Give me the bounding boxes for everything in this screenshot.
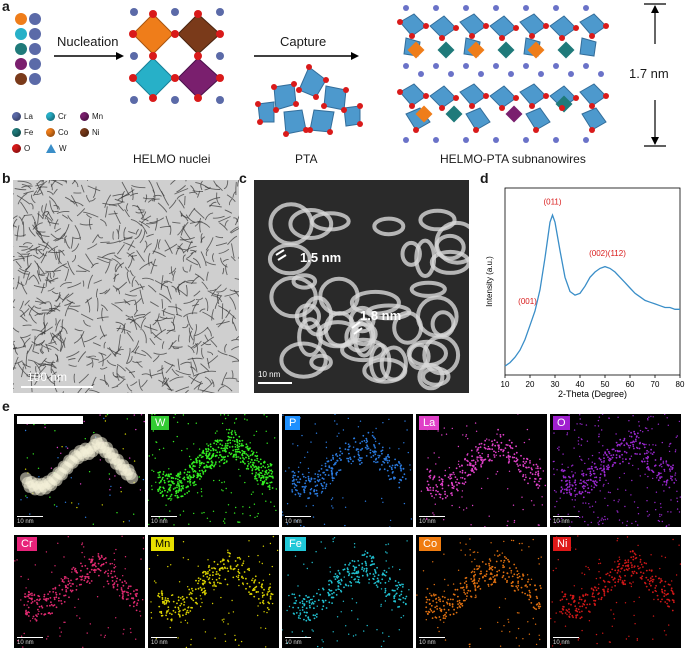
tem-scale-label: 100 nm <box>27 370 68 384</box>
thickness-arrows <box>644 3 666 147</box>
eds-map-o: O 10 nm <box>550 414 681 527</box>
legend-fe: Fe <box>24 128 34 137</box>
pta-structure <box>255 64 363 137</box>
eds-scale-label: 10 nm <box>17 640 34 646</box>
eds-scale-label: 10 nm <box>553 519 570 525</box>
panel-letter-a: a <box>2 0 10 14</box>
eds-map-p: P 10 nm <box>282 414 413 527</box>
subnanowire-label: HELMO-PTA subnanowires <box>440 152 586 166</box>
o-ball-icon <box>12 144 21 153</box>
legend-ni: Ni <box>92 128 100 137</box>
peak-annotation: (002)(112) <box>589 249 626 258</box>
width-label-2: 1.8 nm <box>360 308 402 323</box>
capture-arrow <box>254 52 359 60</box>
eds-scalebar <box>419 516 445 517</box>
eds-tag-co: Co <box>419 537 442 551</box>
eds-tag-p: P <box>285 416 301 430</box>
eds-scalebar <box>17 516 43 517</box>
eds-scalebar <box>151 637 177 638</box>
nucleation-arrow <box>54 52 124 60</box>
eds-scalebar <box>285 637 311 638</box>
eds-map-cr: Cr 10 nm <box>14 535 145 648</box>
eds-scalebar <box>419 637 445 638</box>
legend-cr: Cr <box>58 112 67 121</box>
x-tick-label: 30 <box>551 380 560 389</box>
eds-scale-label: 10 nm <box>151 640 168 646</box>
mn-ball-icon <box>80 112 89 121</box>
legend-w: W <box>59 144 67 153</box>
fe-ball-icon <box>12 128 21 137</box>
helmo-nuclei-structure <box>129 8 224 104</box>
peak-annotation: (001) <box>518 297 537 306</box>
panel-letter-d: d <box>480 170 489 186</box>
eds-scalebar <box>17 637 43 638</box>
x-tick-label: 60 <box>626 380 635 389</box>
pta-label: PTA <box>295 152 318 166</box>
eds-scale-label: 10 nm <box>17 519 34 525</box>
eds-scale-label: 10 nm <box>285 640 302 646</box>
eds-map-composite: 10 nm <box>14 414 145 527</box>
subnanowire-structure <box>396 5 612 143</box>
eds-scalebar <box>553 516 579 517</box>
eds-tag-mn: Mn <box>151 537 175 551</box>
eds-scale-label: 10 nm <box>419 640 436 646</box>
eds-map-fe: Fe 10 nm <box>282 535 413 648</box>
eds-scale-label: 10 nm <box>553 640 570 646</box>
eds-scale-label: 10 nm <box>285 519 302 525</box>
eds-scalebar <box>151 516 177 517</box>
precursor-ions-cluster <box>15 13 41 85</box>
legend-la: La <box>24 112 33 121</box>
eds-map-mn: Mn 10 nm <box>148 535 279 648</box>
haadf-scale-label: 10 nm <box>258 370 281 379</box>
haadf-image: 1.5 nm 1.8 nm 10 nm <box>254 180 469 393</box>
eds-map-co: Co 10 nm <box>416 535 547 648</box>
xrd-chart: 10 20 30 40 50 60 70 80 2-Theta (Degree) Intensit… <box>485 187 685 399</box>
ni-ball-icon <box>80 128 89 137</box>
plot-frame <box>504 187 681 376</box>
eds-scale-label: 10 nm <box>151 519 168 525</box>
eds-composite-legend <box>17 416 83 424</box>
x-tick-label: 70 <box>651 380 660 389</box>
eds-tag-o: O <box>553 416 570 430</box>
thickness-label: 1.7 nm <box>629 66 669 81</box>
legend-co: Co <box>58 128 69 137</box>
eds-tag-ni: Ni <box>553 537 572 551</box>
xrd-series-line <box>504 213 680 367</box>
nucleation-label: Nucleation <box>57 34 119 49</box>
y-axis-label: Intensity (a.u.) <box>485 256 494 307</box>
capture-label: Capture <box>280 34 327 49</box>
x-axis-label: 2-Theta (Degree) <box>558 389 627 399</box>
eds-map-la: La 10 nm <box>416 414 547 527</box>
x-tick-label: 50 <box>601 380 610 389</box>
width-label-1: 1.5 nm <box>300 250 342 265</box>
legend-o: O <box>24 144 31 153</box>
panel-letter-e: e <box>2 398 10 414</box>
tem-scalebar <box>21 386 93 388</box>
element-legend: La Cr Mn Fe Co Ni O W <box>12 112 122 164</box>
x-tick-label: 40 <box>576 380 585 389</box>
panel-letter-b: b <box>2 170 11 186</box>
legend-mn: Mn <box>92 112 104 121</box>
eds-tag-la: La <box>419 416 440 430</box>
helmo-nuclei-label: HELMO nuclei <box>133 152 211 166</box>
eds-tag-cr: Cr <box>17 537 37 551</box>
x-tick-label: 10 <box>501 380 510 389</box>
x-tick-label: 20 <box>526 380 535 389</box>
x-tick-label: 80 <box>676 380 685 389</box>
haadf-scalebar <box>258 382 292 384</box>
eds-map-w: W 10 nm <box>148 414 279 527</box>
co-ball-icon <box>46 128 55 137</box>
tem-image: 100 nm <box>13 180 239 393</box>
cr-ball-icon <box>46 112 55 121</box>
eds-scalebar <box>285 516 311 517</box>
w-polyhedron-icon <box>46 144 56 153</box>
eds-scalebar <box>553 637 579 638</box>
la-ball-icon <box>12 112 21 121</box>
panel-letter-c: c <box>239 170 247 186</box>
eds-map-ni: Ni 10 nm <box>550 535 681 648</box>
eds-tag-w: W <box>151 416 170 430</box>
peak-annotation: (011) <box>543 197 561 206</box>
eds-tag-fe: Fe <box>285 537 306 551</box>
eds-scale-label: 10 nm <box>419 519 436 525</box>
